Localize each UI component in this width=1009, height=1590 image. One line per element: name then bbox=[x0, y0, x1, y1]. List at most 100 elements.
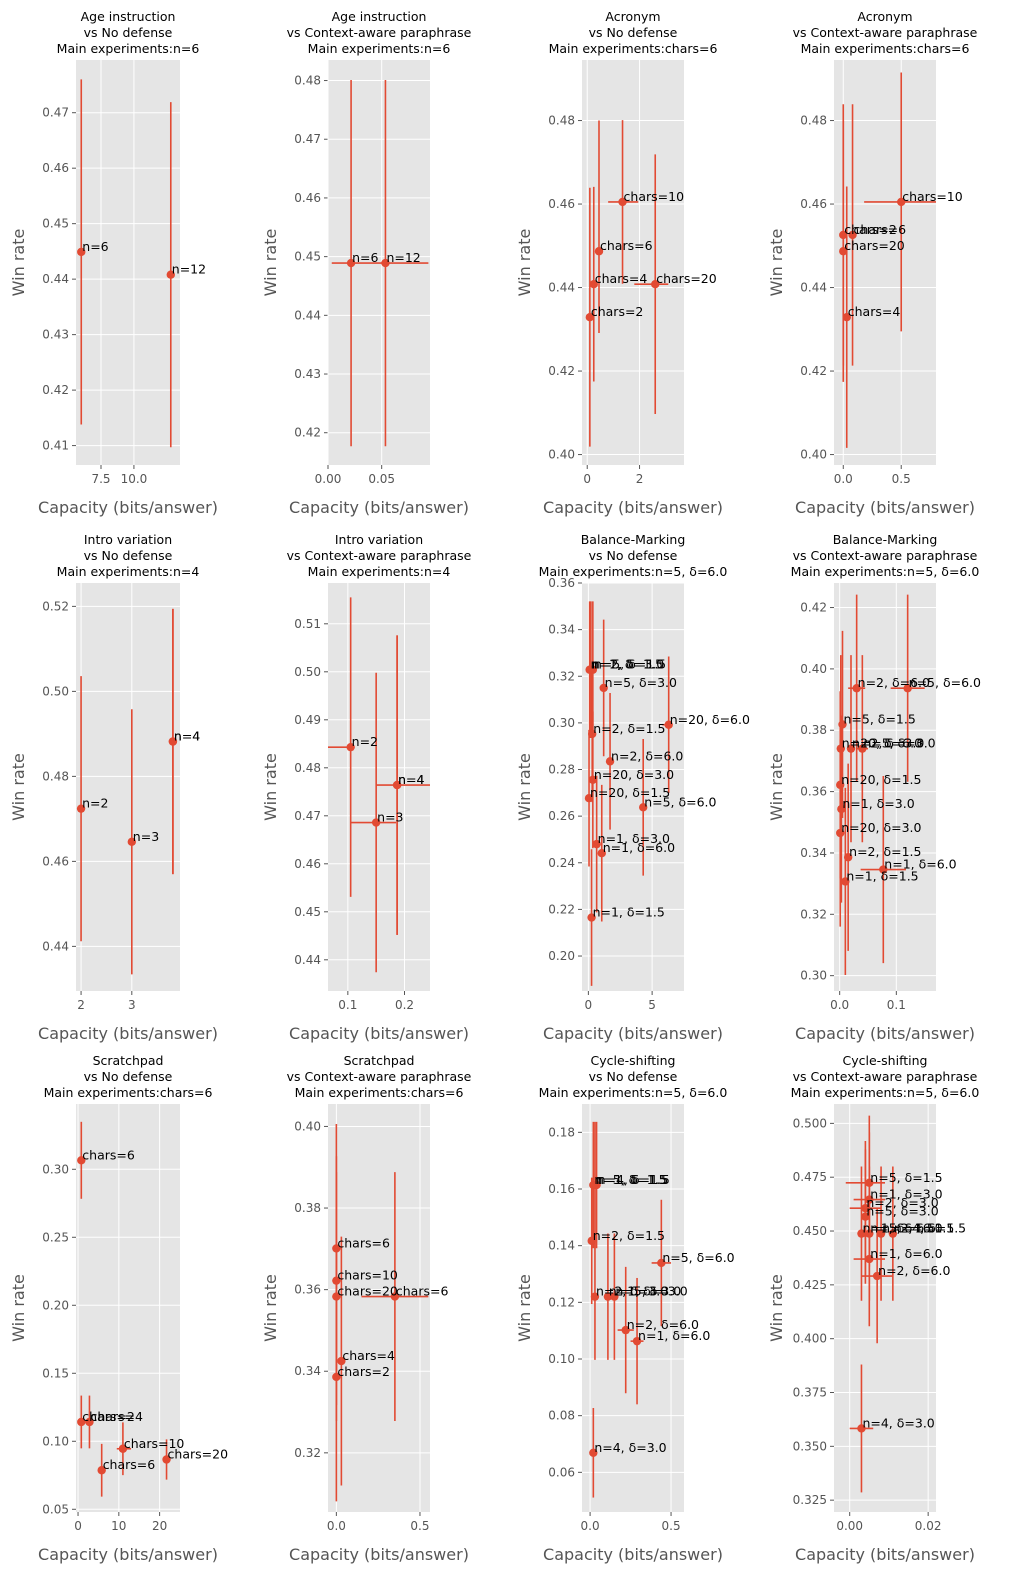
plot-area bbox=[76, 583, 180, 991]
y-tick-label: 0.400 bbox=[793, 1332, 827, 1346]
y-tick-label: 0.34 bbox=[548, 623, 575, 637]
data-point bbox=[166, 270, 175, 279]
x-axis-label: Capacity (bits/answer) bbox=[38, 1545, 218, 1564]
y-tick-label: 0.425 bbox=[793, 1278, 827, 1292]
point-label: n=4, δ=3.0 bbox=[594, 1440, 666, 1455]
plot-area bbox=[76, 1104, 180, 1512]
chart-title-line: vs Context-aware paraphrase bbox=[287, 1069, 472, 1084]
data-point bbox=[594, 247, 604, 256]
y-tick-label: 0.05 bbox=[42, 1502, 69, 1516]
x-tick-label: 0.00 bbox=[315, 472, 342, 486]
y-tick-label: 0.48 bbox=[294, 761, 321, 775]
data-point bbox=[587, 913, 596, 922]
chart-title-line: vs No defense bbox=[84, 25, 173, 40]
data-layer bbox=[77, 79, 175, 448]
point-label: n=4 bbox=[174, 729, 200, 744]
y-tick-label: 0.36 bbox=[548, 576, 575, 590]
point-label: n=4 bbox=[174, 729, 200, 744]
point-label: n=20, δ=1.5 bbox=[590, 785, 670, 800]
data-layer bbox=[587, 1121, 672, 1498]
y-tick-label: 0.46 bbox=[42, 854, 69, 868]
chart-title-line: Balance-Marking bbox=[833, 532, 938, 547]
y-axis-label: Win rate bbox=[9, 753, 28, 821]
y-tick-label: 0.51 bbox=[294, 617, 321, 631]
chart-title-line: Main experiments:n=4 bbox=[57, 564, 200, 579]
data-layer bbox=[76, 608, 178, 975]
y-tick-label: 0.50 bbox=[294, 665, 321, 679]
data-point bbox=[888, 1229, 898, 1238]
y-tick-label: 0.42 bbox=[548, 364, 575, 378]
data-point bbox=[876, 1229, 886, 1238]
y-tick-label: 0.46 bbox=[548, 197, 575, 211]
panel-2: 0.42 0.43 0.44 0.45 0.46 0.47 0.48 0.00 0.05 Age … bbox=[261, 9, 472, 517]
point-label: chars=20 bbox=[168, 1447, 229, 1462]
y-axis-label: Win rate bbox=[767, 753, 786, 821]
point-label: chars=20 bbox=[844, 238, 905, 253]
point-label: chars=6 bbox=[82, 1147, 135, 1162]
y-tick-label: 0.46 bbox=[294, 191, 321, 205]
chart-title-line: vs No defense bbox=[84, 1069, 173, 1084]
x-axis-label: Capacity (bits/answer) bbox=[289, 498, 469, 517]
data-point bbox=[836, 828, 845, 838]
chart-title-line: Age instruction bbox=[332, 9, 427, 24]
point-label: chars=4 bbox=[342, 1348, 395, 1363]
x-tick-label: 0.0 bbox=[581, 1519, 600, 1533]
y-tick-label: 0.12 bbox=[548, 1295, 575, 1309]
data-layer bbox=[331, 79, 429, 447]
y-tick-label: 0.30 bbox=[800, 969, 827, 983]
panel-9: 0.05 0.10 0.15 0.20 0.25 0.30 0 10 20 Scratchpadv… bbox=[9, 1053, 228, 1564]
y-tick-label: 0.06 bbox=[548, 1465, 575, 1479]
panel-7: 0.20 0.22 0.24 0.26 0.28 0.30 0.32 0.34 0.36 0 5 Ba… bbox=[515, 532, 750, 1043]
chart-title-line: Main experiments:n=6 bbox=[57, 41, 200, 56]
x-tick-label: 0.5 bbox=[410, 1519, 429, 1533]
y-tick-label: 0.49 bbox=[294, 713, 321, 727]
y-tick-label: 0.47 bbox=[42, 106, 69, 120]
data-point bbox=[77, 1156, 86, 1165]
data-layer bbox=[845, 1115, 898, 1493]
y-tick-label: 0.32 bbox=[548, 669, 575, 683]
point-label: n=20, δ=3.0 bbox=[594, 767, 674, 782]
point-label: n=4 bbox=[398, 772, 424, 787]
y-tick-label: 0.40 bbox=[800, 662, 827, 676]
data-point bbox=[651, 280, 660, 289]
plot-area bbox=[582, 583, 684, 991]
y-axis-label: Win rate bbox=[9, 1274, 28, 1342]
point-label: n=4, δ=3.0 bbox=[862, 1415, 934, 1430]
data-point bbox=[76, 804, 86, 813]
y-tick-label: 0.44 bbox=[800, 281, 827, 295]
y-tick-label: 0.41 bbox=[42, 439, 69, 453]
panel-12: 0.325 0.350 0.375 0.400 0.425 0.450 0.475 0.500… bbox=[767, 1053, 979, 1564]
data-point bbox=[897, 197, 906, 207]
y-tick-label: 0.14 bbox=[548, 1239, 575, 1253]
data-point bbox=[857, 1424, 866, 1433]
x-tick-label: 0 bbox=[74, 1519, 82, 1533]
y-axis-label: Win rate bbox=[515, 229, 534, 297]
data-point bbox=[371, 818, 381, 827]
y-tick-label: 0.500 bbox=[793, 1116, 827, 1130]
y-tick-label: 0.36 bbox=[800, 785, 827, 799]
data-point bbox=[587, 1236, 596, 1246]
y-tick-label: 0.30 bbox=[42, 1162, 69, 1176]
y-tick-label: 0.38 bbox=[294, 1201, 321, 1215]
x-tick-label: 0.02 bbox=[915, 1519, 942, 1533]
chart-title-line: Main experiments:n=6 bbox=[308, 41, 451, 56]
x-axis-label: Capacity (bits/answer) bbox=[38, 498, 218, 517]
point-label: n=6 bbox=[352, 250, 378, 265]
chart-title-line: vs No defense bbox=[589, 1069, 678, 1084]
chart-title-line: vs No defense bbox=[589, 548, 678, 563]
y-tick-label: 0.50 bbox=[42, 684, 69, 698]
plot-area bbox=[834, 60, 936, 465]
point-label: n=1, δ=3.0 bbox=[842, 796, 914, 811]
y-tick-label: 0.15 bbox=[42, 1366, 69, 1380]
point-label: n=20, δ=1.5 bbox=[841, 772, 921, 787]
y-tick-label: 0.450 bbox=[793, 1224, 827, 1238]
y-tick-label: 0.30 bbox=[548, 716, 575, 730]
point-label: n=2 bbox=[82, 796, 108, 811]
y-tick-label: 0.28 bbox=[548, 763, 575, 777]
point-label: n=5, δ=1.5 bbox=[594, 1172, 666, 1187]
y-tick-label: 0.34 bbox=[800, 846, 827, 860]
y-tick-label: 0.20 bbox=[548, 949, 575, 963]
point-label: n=3 bbox=[377, 810, 403, 825]
y-tick-label: 0.44 bbox=[294, 953, 321, 967]
